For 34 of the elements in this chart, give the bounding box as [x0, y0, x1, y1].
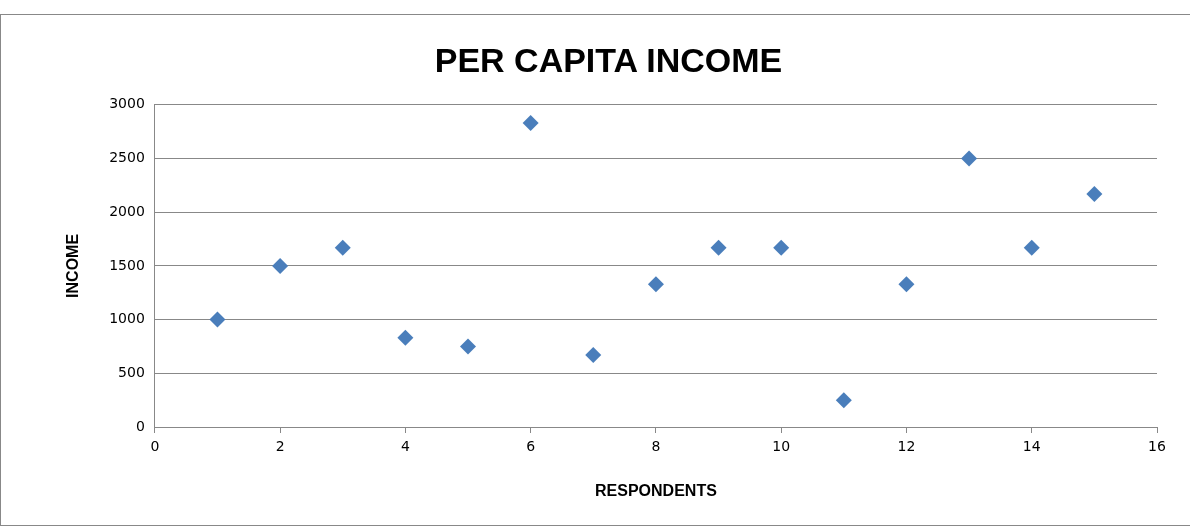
point [272, 257, 289, 274]
y-tick-label: 0 [135, 417, 145, 434]
x-tick-label: 12 [897, 438, 916, 455]
x-tick-label: 14 [1022, 438, 1041, 455]
point [1023, 239, 1040, 256]
y-tick-label: 2500 [109, 149, 145, 166]
point [522, 115, 539, 132]
y-tick-label: 1500 [109, 256, 145, 273]
point [773, 239, 790, 256]
point [835, 392, 852, 409]
x-tick-label: 6 [526, 438, 536, 455]
y-tick-label: 500 [118, 363, 145, 380]
point [1086, 185, 1103, 202]
x-tick-label: 16 [1148, 438, 1166, 455]
x-tick-label: 10 [772, 438, 791, 455]
x-tick-label: 0 [150, 438, 160, 455]
point [710, 239, 727, 256]
y-tick-label: 3000 [109, 95, 145, 112]
point [647, 276, 664, 293]
x-tick-label: 4 [400, 438, 410, 455]
chart-title: PER CAPITA INCOME [434, 40, 783, 79]
y-axis-title: INCOME [64, 233, 82, 298]
y-tick-label: 1000 [109, 310, 145, 327]
point [898, 276, 915, 293]
point [585, 347, 602, 364]
point [460, 338, 477, 355]
point [334, 239, 351, 256]
x-axis-title: RESPONDENTS [595, 481, 718, 499]
x-tick-label: 8 [651, 438, 661, 455]
point [209, 311, 226, 328]
x-tick-label: 2 [275, 438, 285, 455]
y-tick-label: 2000 [109, 202, 145, 219]
point [397, 329, 414, 346]
point [961, 150, 978, 167]
